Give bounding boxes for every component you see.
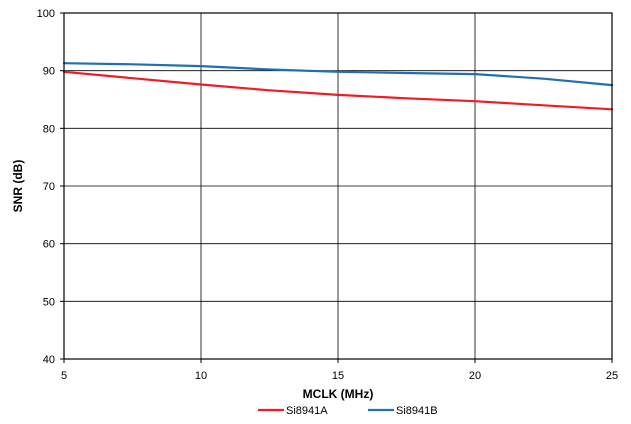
- legend-label-si8941a: Si8941A: [286, 405, 328, 417]
- series-line-si8941a: [62, 70, 614, 111]
- x-tick-label: 25: [606, 370, 618, 382]
- x-tick-label: 5: [61, 370, 67, 382]
- series-lines: [62, 62, 614, 111]
- y-tick-label: 100: [37, 8, 55, 20]
- y-tick-label: 40: [43, 354, 55, 366]
- y-axis-title: SNR (dB): [11, 160, 25, 213]
- x-axis-title: MCLK (MHz): [303, 387, 374, 401]
- y-tick-label: 60: [43, 239, 55, 251]
- y-tick-label: 50: [43, 296, 55, 308]
- x-tick-label: 20: [469, 370, 481, 382]
- x-tick-label: 10: [195, 370, 207, 382]
- y-tick-label: 90: [43, 66, 55, 78]
- y-tick-label: 80: [43, 123, 55, 135]
- legend: Si8941A Si8941B: [258, 405, 438, 417]
- x-tick-label: 15: [332, 370, 344, 382]
- y-tick-label: 70: [43, 181, 55, 193]
- series-line-si8941b: [62, 62, 614, 87]
- legend-label-si8941b: Si8941B: [396, 405, 438, 417]
- tick-labels: 40 50 60 70 80 90 100 5 10 15 20 25: [37, 8, 618, 382]
